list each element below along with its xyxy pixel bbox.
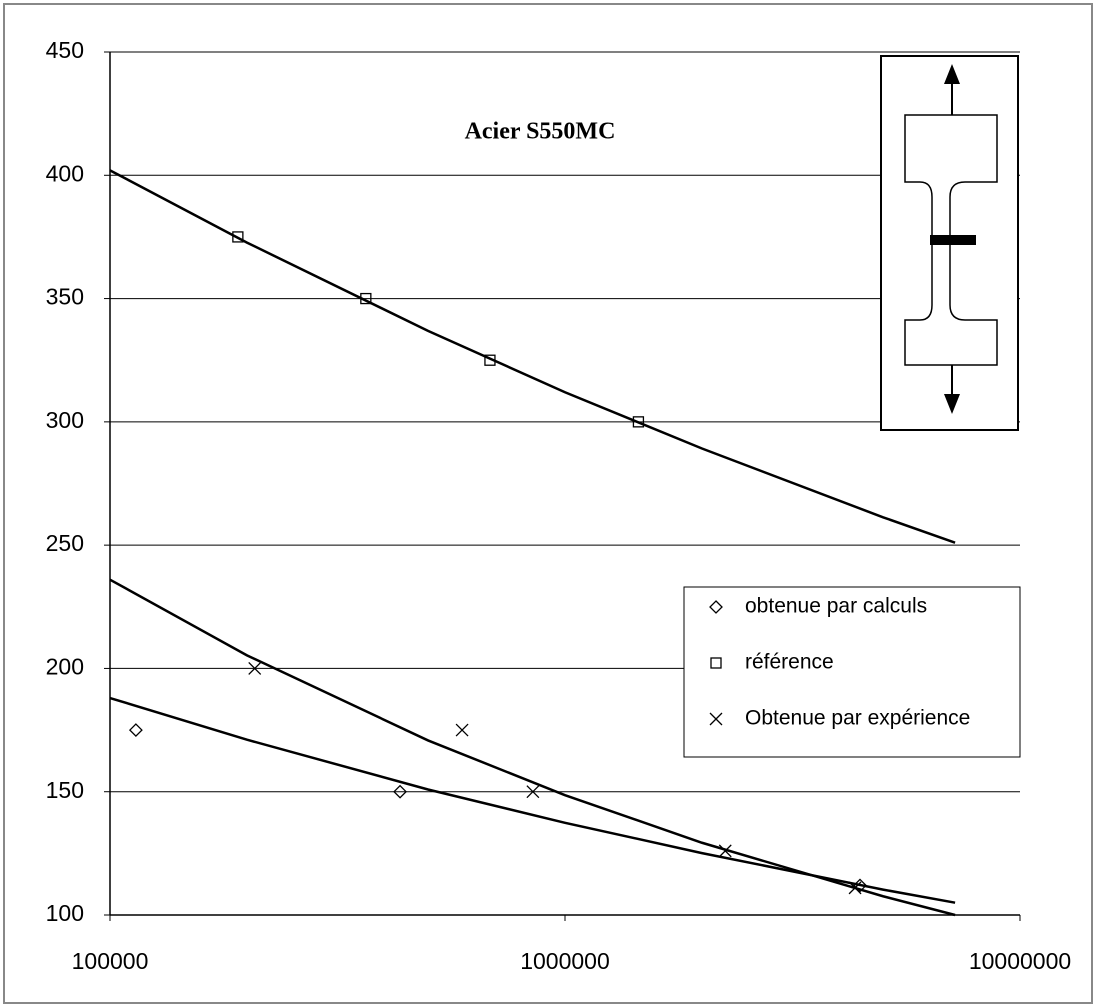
trend-line xyxy=(109,578,956,917)
weld xyxy=(930,235,976,245)
marker-x xyxy=(455,723,469,737)
marker-square xyxy=(360,292,372,305)
marker-x xyxy=(848,881,862,895)
trend-line xyxy=(109,696,956,904)
x-tick-label: 1000000 xyxy=(520,948,610,974)
x-tick-label: 100000 xyxy=(72,948,149,974)
x-tick-label: 10000000 xyxy=(969,948,1071,974)
y-tick-label: 150 xyxy=(46,777,84,803)
marker-diamond xyxy=(393,784,407,799)
y-tick-label: 300 xyxy=(46,407,84,433)
specimen-inset xyxy=(880,55,1019,431)
marker-diamond xyxy=(853,878,867,893)
y-tick-label: 100 xyxy=(46,900,84,926)
arrow-head xyxy=(944,64,960,84)
y-tick-label: 400 xyxy=(46,160,84,186)
marker-square xyxy=(632,416,645,428)
legend-box xyxy=(683,586,1021,758)
legend-label: Obtenue par expérience xyxy=(745,707,970,730)
marker-square xyxy=(710,657,722,669)
y-tick-label: 450 xyxy=(46,37,84,63)
legend-label: obtenue par calculs xyxy=(745,595,927,618)
marker-x xyxy=(718,844,732,858)
y-tick-label: 200 xyxy=(46,654,84,680)
marker-square xyxy=(232,231,244,243)
marker-diamond xyxy=(709,600,723,614)
trend-line xyxy=(109,169,956,544)
marker-diamond xyxy=(128,723,143,737)
legend-label: référence xyxy=(745,651,834,674)
y-tick-label: 250 xyxy=(46,530,84,556)
marker-x xyxy=(248,661,262,675)
y-tick-label: 350 xyxy=(46,284,84,310)
arrow-head xyxy=(944,394,960,414)
legend: obtenue par calculs référence Obtenue par … xyxy=(683,586,1021,758)
marker-x xyxy=(709,712,723,726)
chart-title: Acier S550MC xyxy=(465,119,616,145)
marker-x xyxy=(526,785,540,799)
specimen xyxy=(904,114,998,366)
marker-square xyxy=(484,354,496,366)
